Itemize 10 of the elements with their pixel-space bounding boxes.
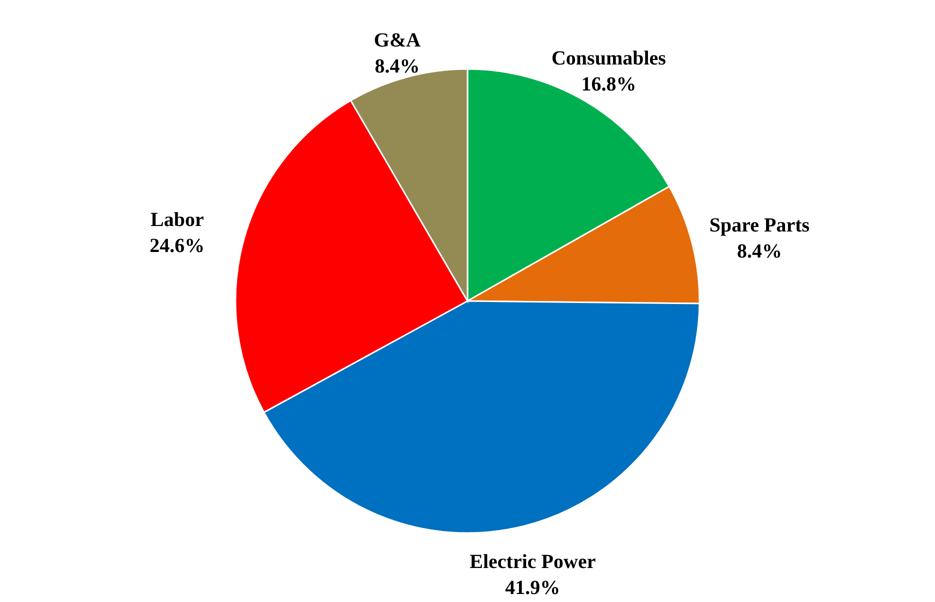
- data-label: 41.9%: [505, 576, 560, 599]
- slice-label: G&A: [374, 30, 422, 52]
- slice-label: Spare Parts: [709, 214, 810, 237]
- data-label: 16.8%: [581, 73, 636, 96]
- slice-label: Consumables: [551, 47, 666, 70]
- data-label: 8.4%: [737, 240, 782, 263]
- data-label: 24.6%: [150, 235, 205, 258]
- slice-label: Electric Power: [470, 550, 596, 573]
- slice-label: Labor: [150, 209, 204, 232]
- data-label: 8.4%: [374, 56, 420, 78]
